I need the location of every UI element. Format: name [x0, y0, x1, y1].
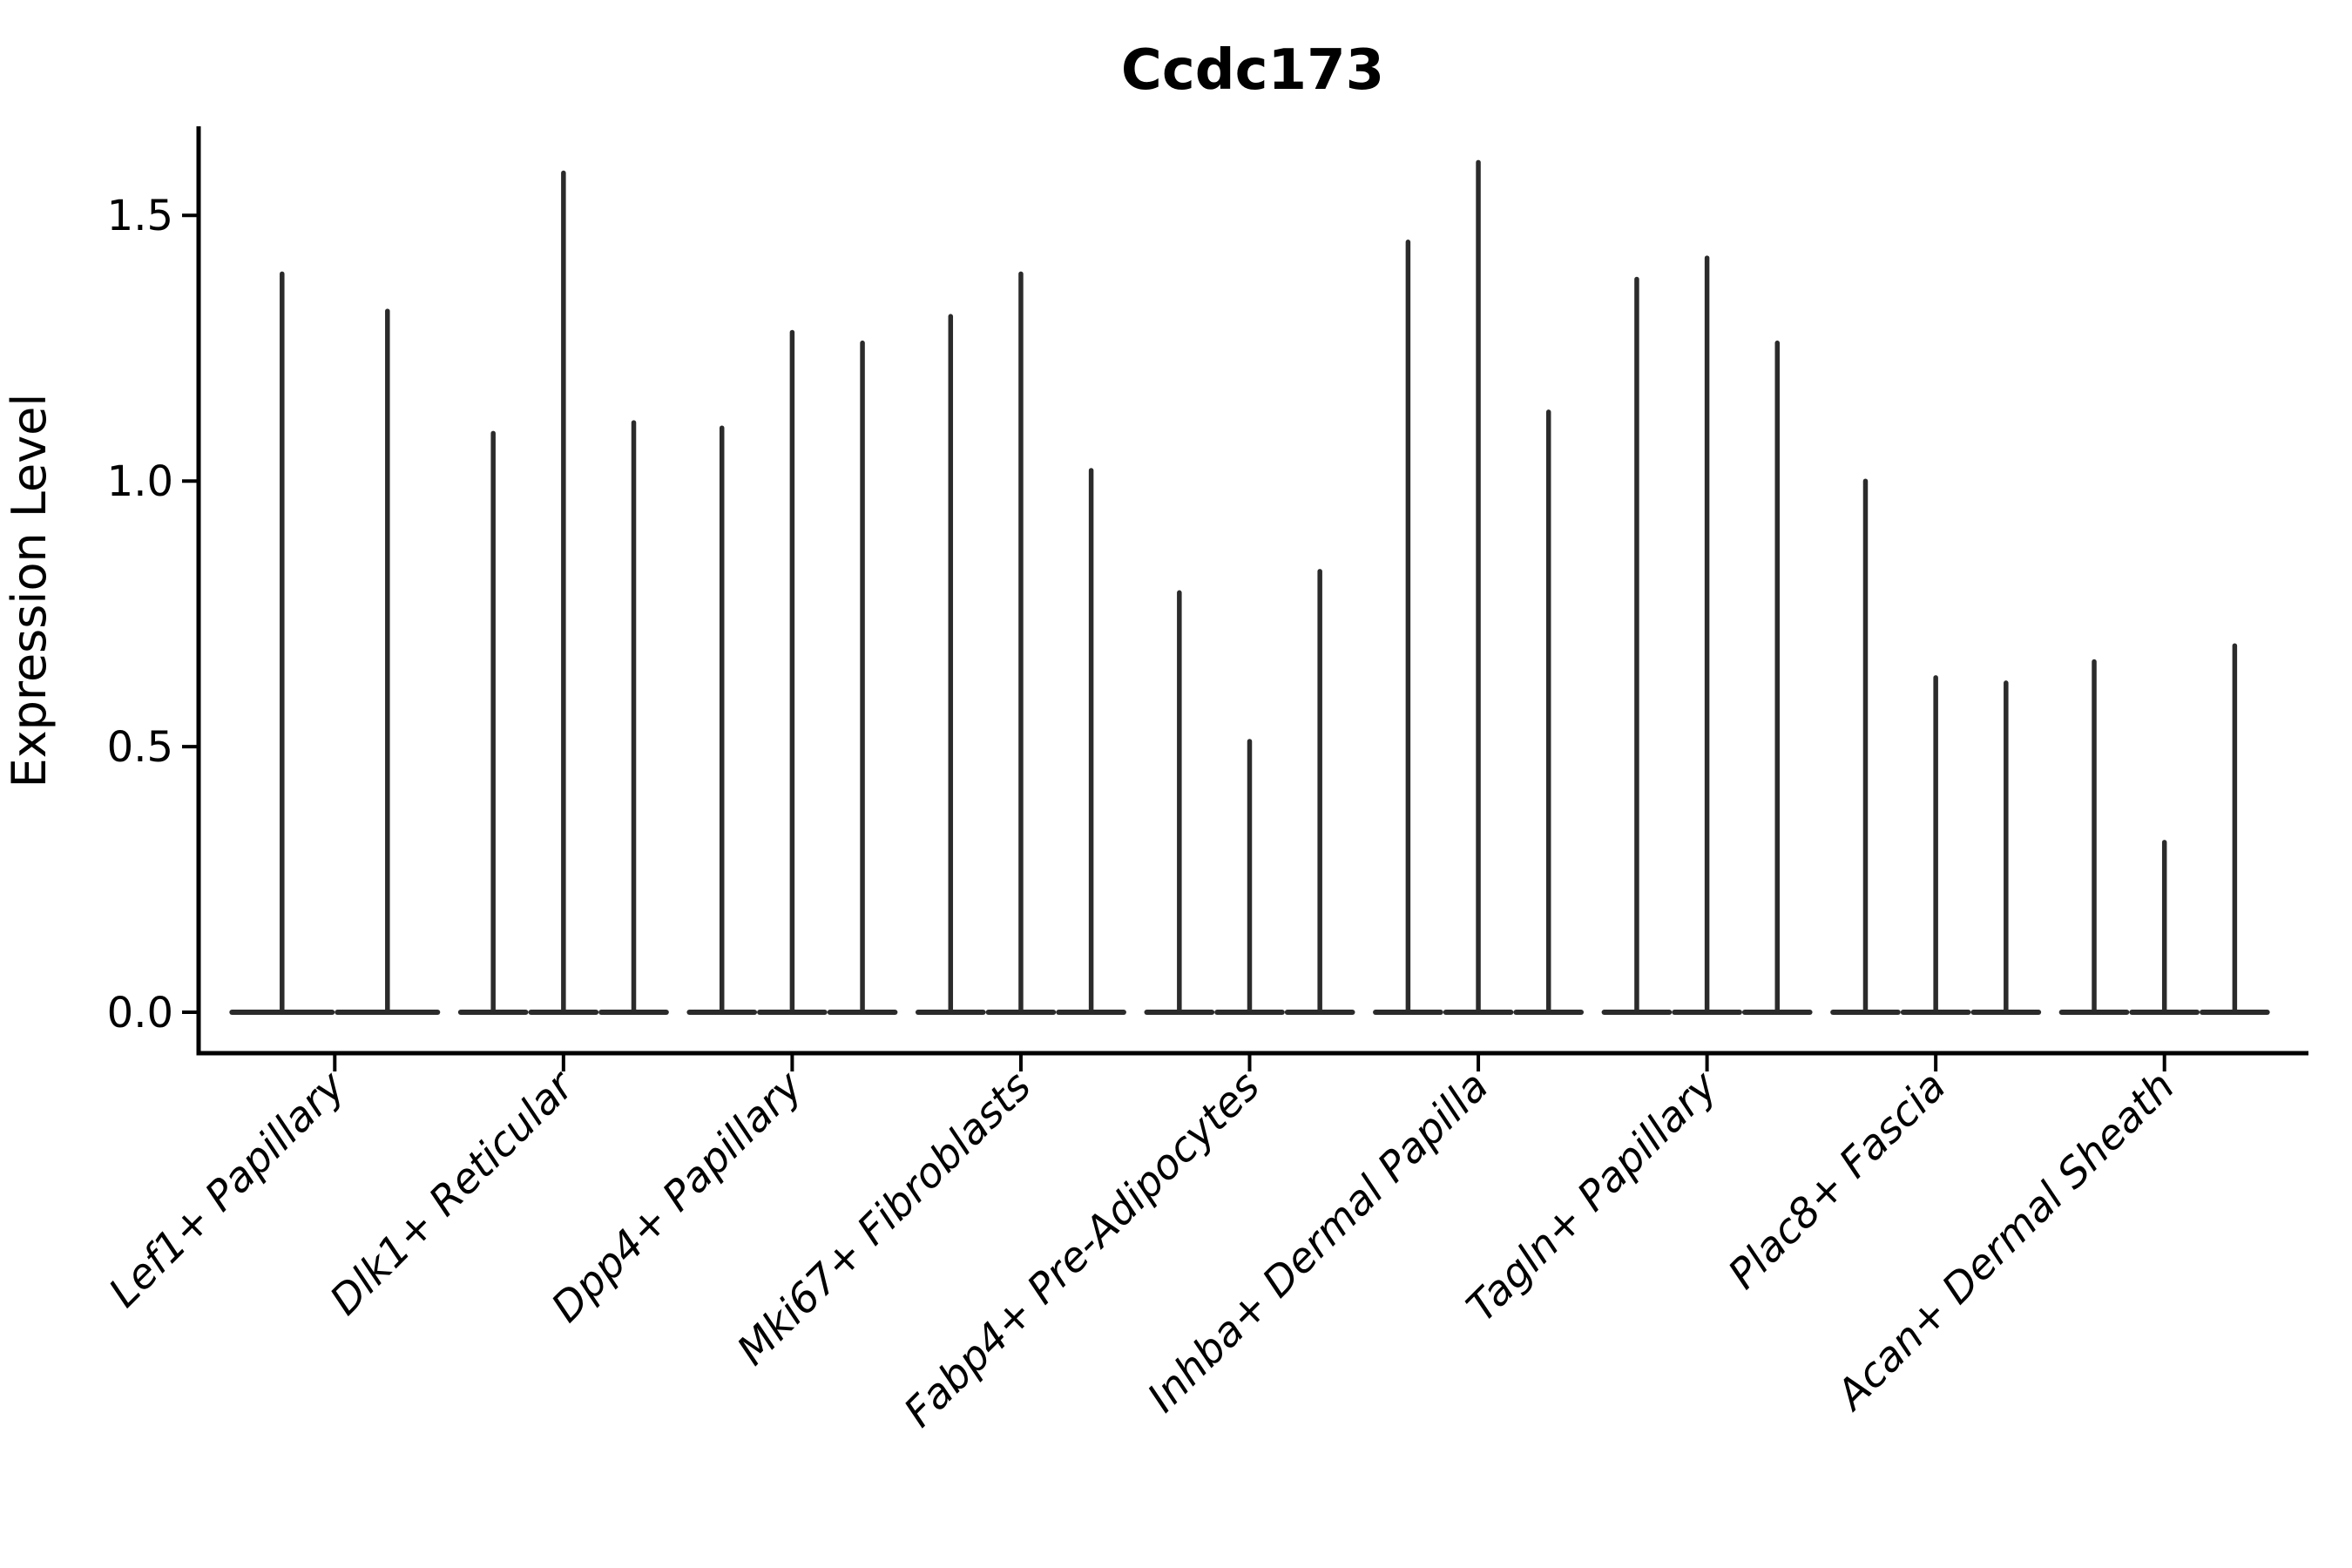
y-axis-label: Expression Level [2, 394, 57, 788]
violin [1672, 255, 1742, 1015]
violin [1284, 569, 1355, 1015]
violin [1513, 409, 1585, 1015]
x-tick-label: Tagln+ Papillary [1457, 1062, 1727, 1332]
violin [1900, 675, 1971, 1015]
x-tick-label: Plac8+ Fascia [1720, 1063, 1956, 1299]
y-tick-label: 1.0 [107, 457, 173, 506]
x-tick-label: Dpp4+ Papillary [543, 1062, 813, 1332]
violin [1214, 739, 1285, 1015]
x-tick-label: Lef1+ Papillary [100, 1062, 355, 1317]
violin [757, 329, 828, 1015]
y-tick-label: 0.5 [107, 723, 173, 772]
violin [1741, 340, 1813, 1015]
violin [2129, 840, 2200, 1015]
violin-layer [229, 159, 2270, 1015]
violin [2200, 643, 2270, 1015]
violin [1830, 478, 1901, 1015]
y-tick-label: 1.5 [107, 192, 173, 240]
y-tick-label: 0.0 [107, 989, 173, 1037]
violin [457, 430, 529, 1015]
violin [686, 425, 758, 1015]
x-tick-label: Dlk1+ Reticular [321, 1061, 585, 1325]
violin [1373, 240, 1443, 1015]
violin [528, 170, 599, 1015]
violin [1144, 590, 1215, 1015]
violin [915, 314, 986, 1015]
violin [1601, 276, 1673, 1015]
violin [827, 340, 898, 1015]
violin [985, 271, 1057, 1015]
violin [598, 420, 669, 1015]
violin [1443, 159, 1514, 1015]
violin [2058, 659, 2130, 1015]
violin [1970, 680, 2042, 1015]
chart-title: Ccdc173 [1121, 38, 1384, 103]
violin [1056, 468, 1126, 1015]
violin [229, 271, 335, 1015]
violin [335, 308, 441, 1015]
